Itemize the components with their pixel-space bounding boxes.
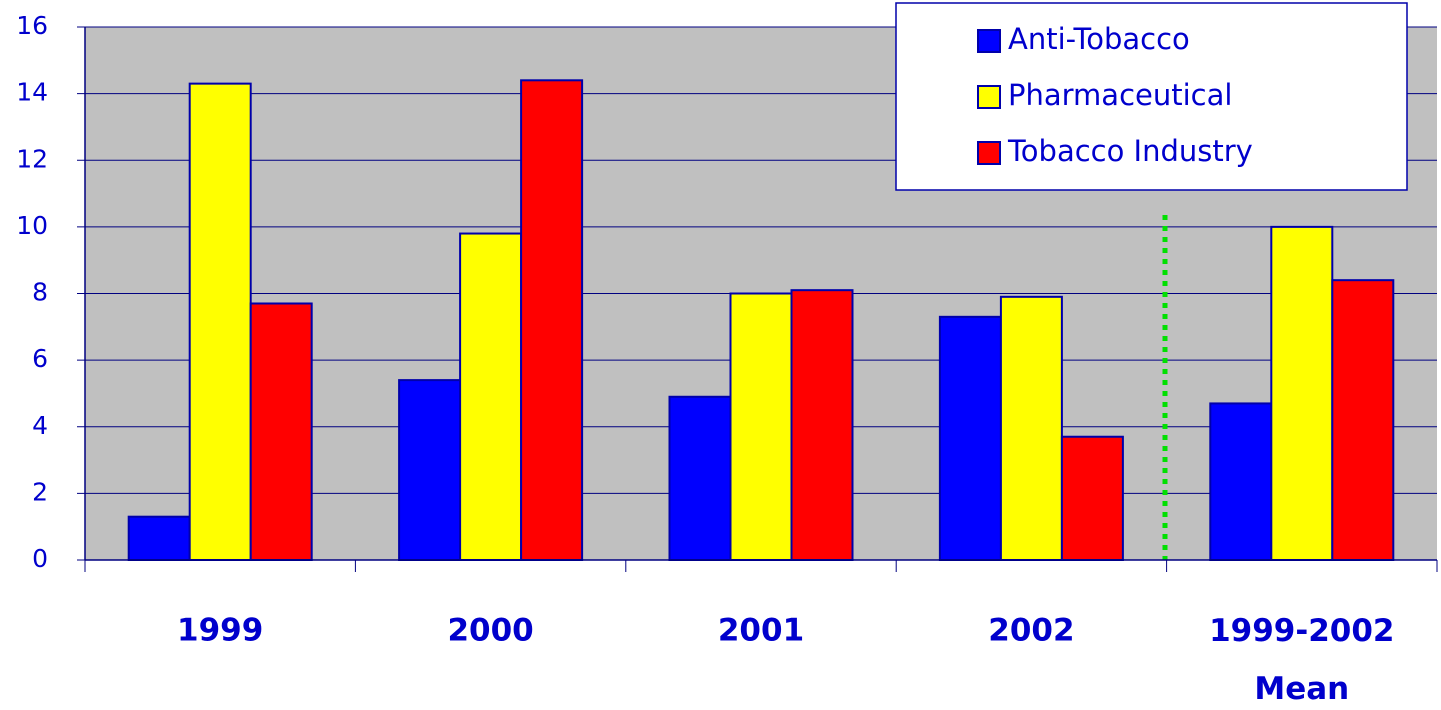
bar bbox=[1209, 402, 1273, 561]
y-tick-label: 10 bbox=[16, 211, 48, 240]
legend-label: Pharmaceutical bbox=[1008, 78, 1232, 112]
y-tick-label: 12 bbox=[16, 144, 48, 173]
y-tick-label: 16 bbox=[16, 11, 48, 40]
legend-swatch bbox=[977, 85, 1001, 109]
bar bbox=[398, 379, 462, 561]
x-tick-label: 2000 bbox=[447, 613, 533, 649]
y-tick-label: 0 bbox=[32, 544, 48, 573]
legend-label: Anti-Tobacco bbox=[1008, 22, 1190, 56]
x-tick-label: 2001 bbox=[718, 613, 804, 649]
bar bbox=[668, 395, 732, 561]
y-tick-label: 6 bbox=[32, 344, 48, 373]
y-tick-label: 14 bbox=[16, 78, 48, 107]
bar bbox=[999, 295, 1063, 561]
bar bbox=[249, 302, 313, 561]
x-tick-label: 1999 bbox=[177, 613, 263, 649]
y-tick-label: 2 bbox=[32, 477, 48, 506]
bar bbox=[1060, 435, 1124, 561]
x-tick-label: 2002 bbox=[988, 613, 1074, 649]
bar bbox=[729, 292, 793, 561]
legend-swatch bbox=[977, 141, 1001, 165]
bar bbox=[188, 82, 252, 561]
y-tick-label: 4 bbox=[32, 411, 48, 440]
legend-swatch bbox=[977, 29, 1001, 53]
bar bbox=[459, 232, 523, 561]
legend-label: Tobacco Industry bbox=[1007, 134, 1253, 168]
bar bbox=[520, 79, 584, 562]
x-tick-label: 1999-2002 Mean bbox=[1209, 613, 1394, 707]
y-tick-label: 8 bbox=[32, 278, 48, 307]
bar bbox=[1270, 225, 1334, 561]
bar bbox=[127, 515, 191, 561]
bar bbox=[790, 289, 854, 561]
bar bbox=[1331, 279, 1395, 561]
bar bbox=[938, 315, 1002, 561]
